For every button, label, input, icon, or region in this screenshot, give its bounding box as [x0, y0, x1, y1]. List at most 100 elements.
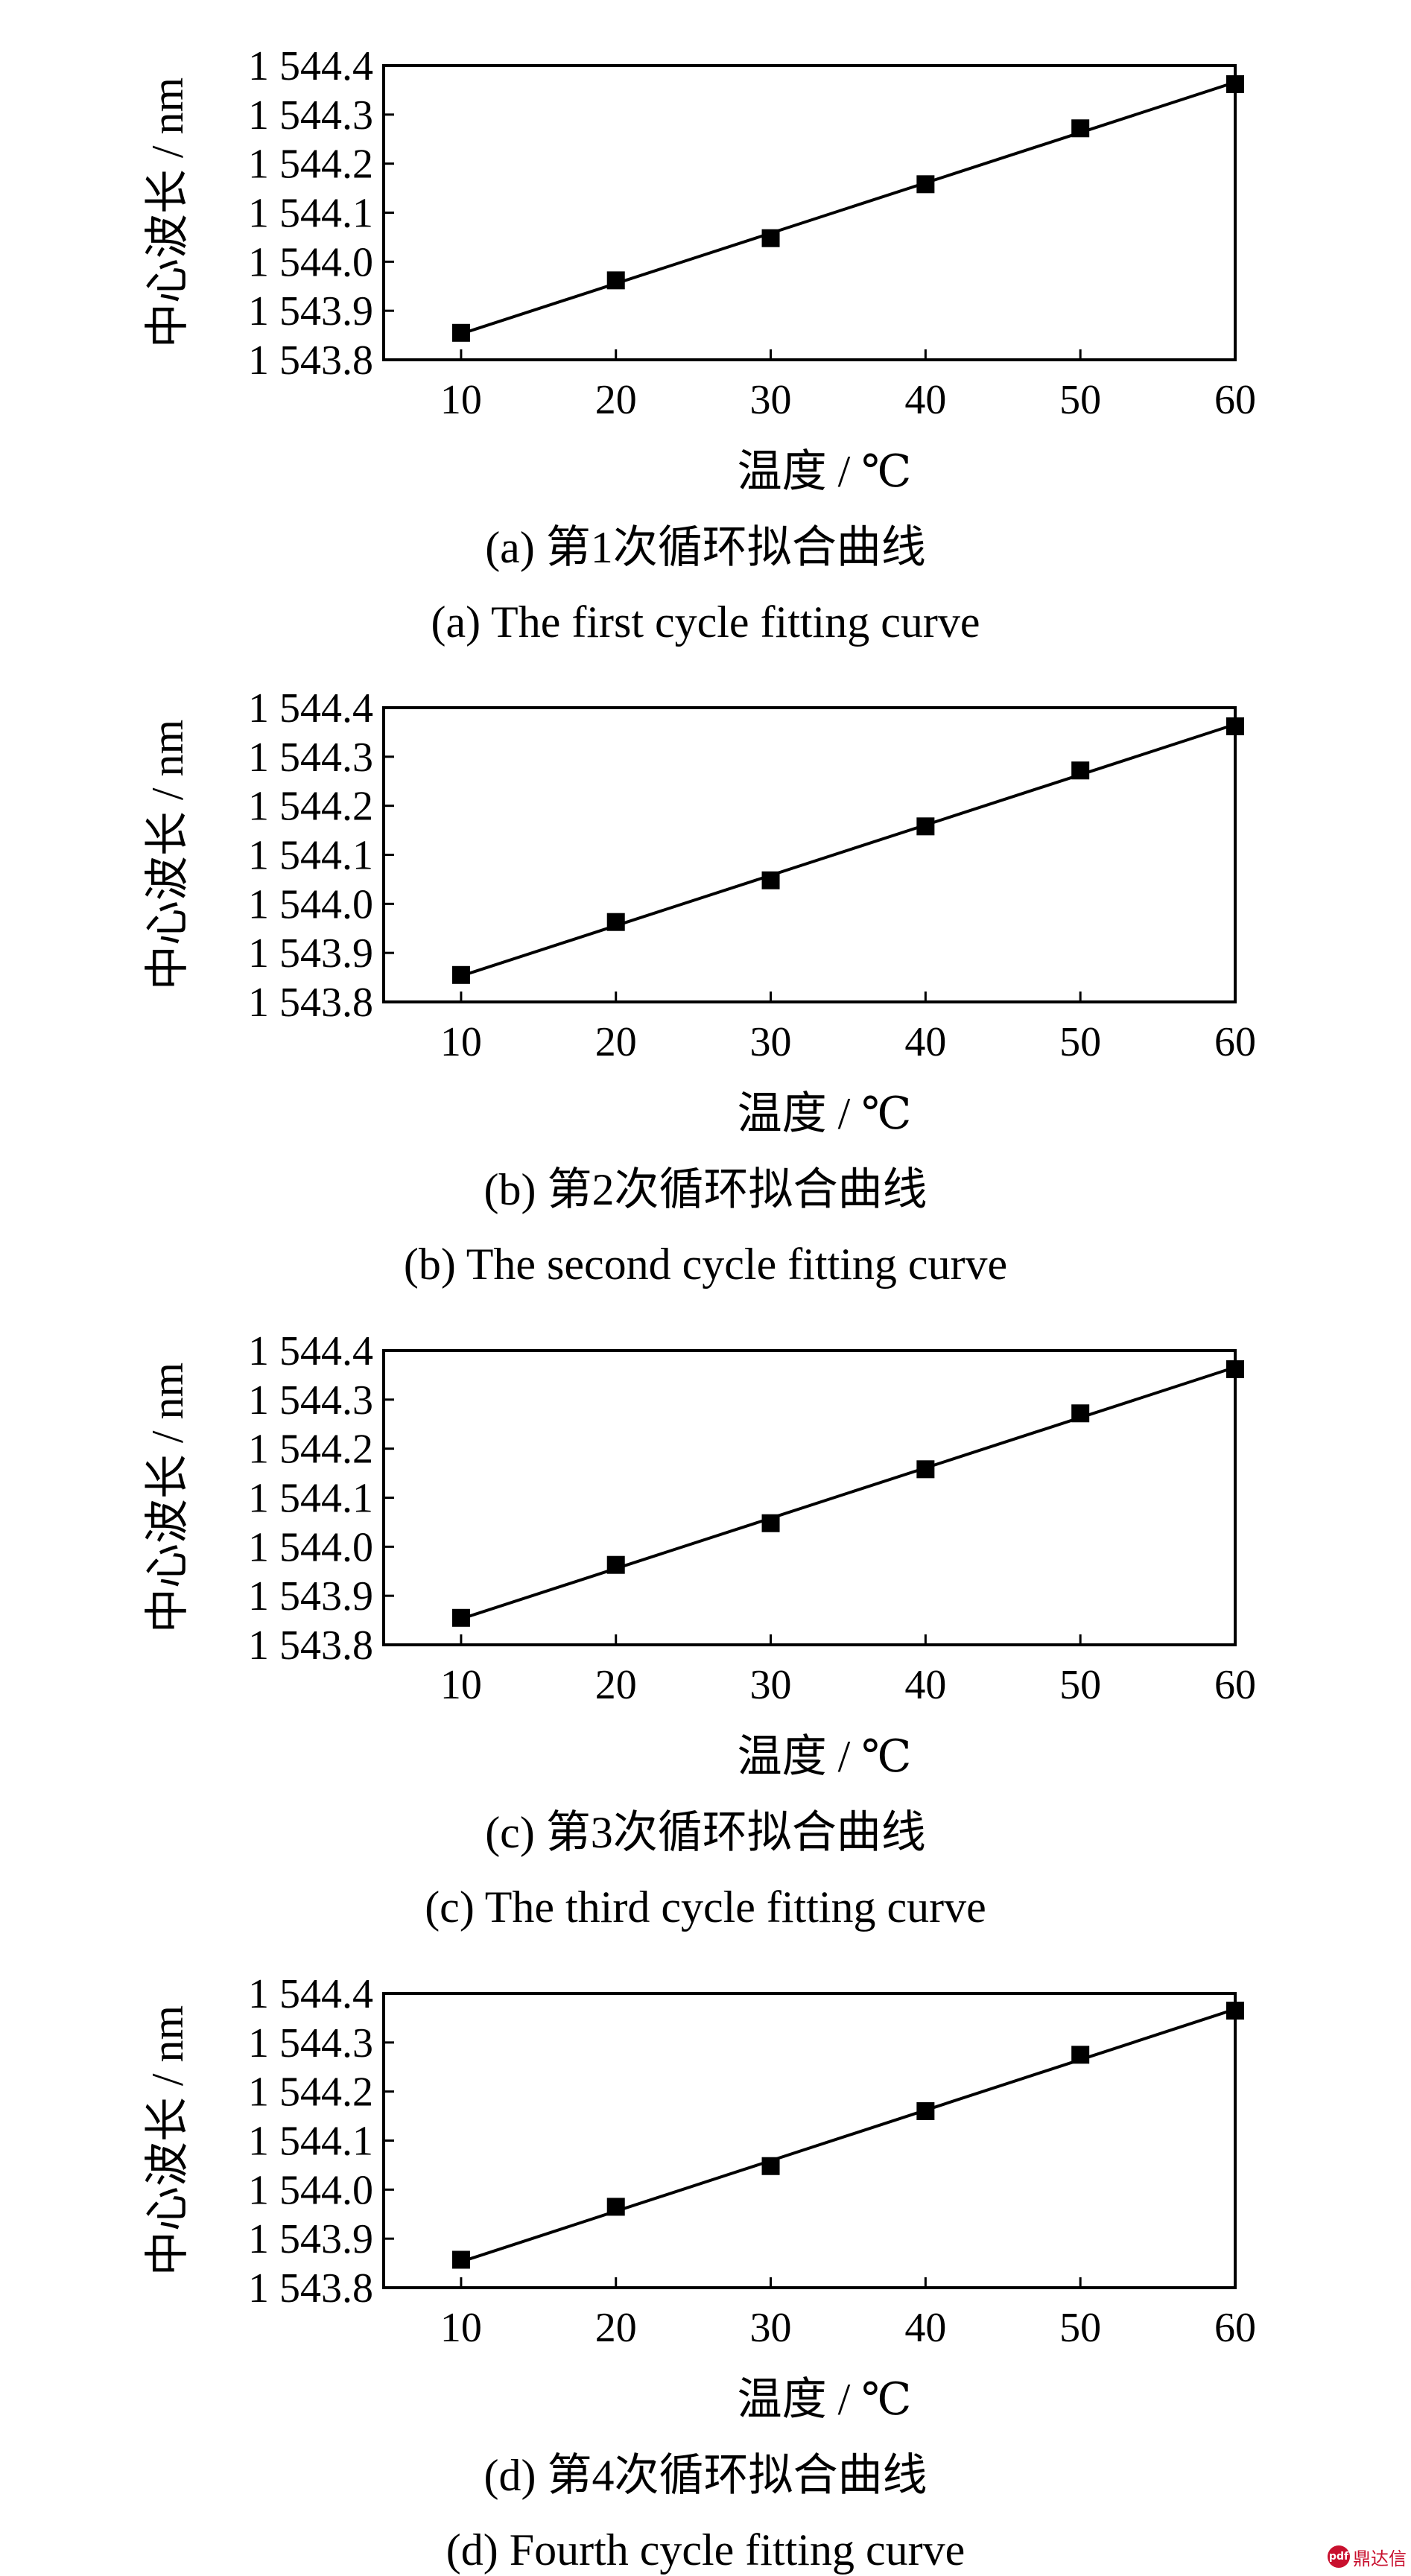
y-tick-label: 1 543.8 — [248, 337, 373, 384]
caption-cn: (b) 第2次循环拟合曲线 — [483, 1165, 928, 1214]
y-tick-label: 1 544.2 — [248, 1427, 373, 1473]
x-tick-label: 60 — [1214, 377, 1256, 423]
y-tick-label: 1 544.0 — [248, 2167, 373, 2213]
x-tick-label: 20 — [595, 2305, 637, 2351]
x-tick-label: 10 — [440, 2305, 482, 2351]
data-point — [1071, 2046, 1090, 2064]
caption-en: (a) The first cycle fitting curve — [431, 597, 980, 647]
caption-cn: (a) 第1次循环拟合曲线 — [485, 523, 926, 572]
y-tick-label: 1 544.3 — [248, 735, 373, 781]
y-tick-label: 1 543.9 — [248, 288, 373, 334]
chart-panel: 1 543.8 1 543.9 1 544.0 1 544.1 1 544.2 1 544… — [0, 1285, 1411, 1932]
chart-panel: 1 543.8 1 543.9 1 544.0 1 544.1 1 544.2 1 544… — [0, 642, 1411, 1289]
x-tick-label: 30 — [750, 1019, 792, 1065]
y-tick-label: 1 544.4 — [248, 1328, 373, 1374]
x-tick-label: 30 — [750, 1662, 792, 1708]
x-tick-label: 50 — [1059, 377, 1101, 423]
y-tick-label: 1 544.0 — [248, 881, 373, 927]
data-point — [606, 2198, 625, 2216]
data-point — [761, 1514, 780, 1532]
y-tick-label: 1 544.2 — [248, 784, 373, 830]
chart-svg: 1 543.81 543.91 544.01 544.11 544.21 544… — [143, 685, 1256, 1138]
x-tick-label: 10 — [440, 1662, 482, 1708]
x-tick-label: 40 — [904, 1019, 946, 1065]
y-tick-label: 1 544.2 — [248, 2069, 373, 2116]
data-point — [1226, 75, 1244, 94]
y-tick-label: 1 544.4 — [248, 685, 373, 732]
caption-en: (c) The third cycle fitting curve — [425, 1882, 986, 1932]
plot-frame — [382, 1992, 1237, 2289]
data-point — [451, 323, 470, 342]
chart-svg: 1 543.81 543.91 544.01 544.11 544.21 544… — [143, 43, 1256, 496]
fit-line — [460, 1365, 1236, 1621]
data-point — [761, 871, 780, 889]
x-tick-label: 60 — [1214, 1019, 1256, 1065]
data-point — [1071, 761, 1090, 780]
y-axis-title: 中心波长 / nm — [143, 77, 192, 348]
x-tick-label: 20 — [595, 377, 637, 423]
y-axis-title: 中心波长 / nm — [143, 720, 192, 990]
x-tick-label: 40 — [904, 1662, 946, 1708]
fit-line — [460, 80, 1236, 336]
y-tick-label: 1 543.9 — [248, 930, 373, 977]
x-tick-label: 10 — [440, 1019, 482, 1065]
y-tick-label: 1 544.1 — [248, 1476, 373, 1522]
y-tick-label: 1 544.1 — [248, 191, 373, 237]
data-point — [916, 817, 935, 836]
data-point — [606, 913, 625, 931]
x-tick-label: 40 — [904, 2305, 946, 2351]
y-tick-label: 1 543.9 — [248, 1573, 373, 1619]
y-tick-label: 1 544.0 — [248, 239, 373, 285]
x-tick-label: 20 — [595, 1019, 637, 1065]
caption-cn: (c) 第3次循环拟合曲线 — [485, 1808, 926, 1857]
y-tick-label: 1 544.4 — [248, 1971, 373, 2017]
fit-line — [460, 2008, 1236, 2264]
x-tick-label: 30 — [750, 2305, 792, 2351]
y-tick-label: 1 543.8 — [248, 2265, 373, 2312]
x-axis-title: 温度 / ℃ — [738, 447, 912, 496]
watermark-text: 鼎达信 — [1353, 2548, 1407, 2569]
data-point — [916, 2102, 935, 2120]
x-axis-title: 温度 / ℃ — [738, 1732, 912, 1781]
y-tick-label: 1 543.8 — [248, 1622, 373, 1669]
y-tick-label: 1 544.0 — [248, 1524, 373, 1570]
chart-panel: 1 543.8 1 543.9 1 544.0 1 544.1 1 544.2 1 544… — [0, 0, 1411, 647]
x-tick-label: 50 — [1059, 2305, 1101, 2351]
data-point — [761, 229, 780, 247]
data-point — [916, 1460, 935, 1479]
y-tick-label: 1 544.3 — [248, 92, 373, 139]
y-tick-label: 1 544.3 — [248, 1377, 373, 1424]
data-point — [451, 965, 470, 984]
y-tick-label: 1 543.8 — [248, 980, 373, 1026]
y-tick-label: 1 544.3 — [248, 2020, 373, 2066]
x-tick-label: 60 — [1214, 2305, 1256, 2351]
x-tick-label: 30 — [750, 377, 792, 423]
x-tick-label: 60 — [1214, 1662, 1256, 1708]
y-tick-label: 1 543.9 — [248, 2216, 373, 2262]
watermark-logo-icon: pdf — [1328, 2545, 1350, 2568]
data-point — [1226, 2002, 1244, 2020]
y-axis-title: 中心波长 / nm — [143, 2005, 192, 2276]
fit-line — [460, 723, 1236, 978]
data-point — [1226, 1360, 1244, 1379]
x-tick-label: 50 — [1059, 1662, 1101, 1708]
data-point — [761, 2157, 780, 2175]
data-point — [451, 2250, 470, 2269]
data-point — [1071, 119, 1090, 138]
y-tick-label: 1 544.1 — [248, 833, 373, 879]
data-point — [1071, 1404, 1090, 1423]
caption-en: (d) Fourth cycle fitting curve — [446, 2525, 965, 2575]
data-point — [606, 1555, 625, 1574]
caption-en: (b) The second cycle fitting curve — [403, 1240, 1008, 1289]
chart-svg: 1 543.81 543.91 544.01 544.11 544.21 544… — [143, 1971, 1256, 2424]
chart-panel: 1 543.8 1 543.9 1 544.0 1 544.1 1 544.2 1 544… — [0, 1928, 1411, 2575]
y-tick-label: 1 544.2 — [248, 142, 373, 188]
plot-frame — [382, 706, 1237, 1003]
x-axis-title: 温度 / ℃ — [738, 1089, 912, 1138]
watermark: pdf 鼎达信 — [1328, 2544, 1407, 2569]
x-tick-label: 50 — [1059, 1019, 1101, 1065]
caption-cn: (d) 第4次循环拟合曲线 — [483, 2451, 928, 2500]
data-point — [606, 271, 625, 290]
data-point — [451, 1608, 470, 1627]
y-tick-label: 1 544.1 — [248, 2119, 373, 2165]
